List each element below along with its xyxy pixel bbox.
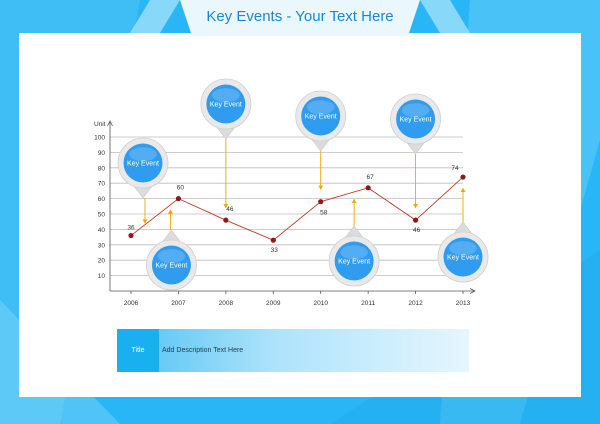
data-label: 74	[451, 165, 459, 172]
line-layer: 36 60 46 33 58 67 46 74	[127, 165, 466, 254]
y-tick-label: 60	[98, 196, 106, 203]
y-tick-label: 40	[98, 227, 106, 234]
callout-arrow	[167, 209, 173, 214]
description-title: Title	[117, 329, 159, 372]
data-label: 67	[367, 174, 375, 181]
data-point	[270, 237, 276, 243]
x-tick-label: 2009	[266, 300, 281, 307]
y-tick-label: 30	[98, 242, 106, 249]
callout-bubble	[206, 84, 246, 124]
callout-layer: Key Event Key Event Key Event Key Event Key …	[117, 78, 489, 291]
x-axis-arrow	[469, 288, 476, 294]
callout-label: Key Event	[400, 117, 432, 124]
callout-pin: Key Event	[200, 78, 252, 140]
data-point	[412, 217, 419, 223]
x-tick-label: 2007	[171, 300, 186, 307]
callout-bubble	[123, 143, 163, 183]
callout-label: Key Event	[210, 102, 242, 109]
data-point	[128, 232, 134, 239]
callout-label: Key Event	[127, 161, 159, 168]
page-title: Key Events - Your Text Here	[206, 8, 394, 25]
x-tick-label: 2006	[124, 300, 139, 307]
data-label: 60	[177, 185, 185, 192]
connector-layer	[142, 139, 466, 230]
callout-arrow	[142, 219, 148, 224]
data-point	[460, 174, 466, 180]
callout-label: Key Event	[447, 255, 479, 262]
callout-label: Key Event	[338, 259, 370, 266]
callout-pin: Key Event	[146, 229, 197, 291]
callout-highlight	[212, 88, 240, 103]
callout-bubble	[396, 99, 436, 139]
data-label: 36	[127, 225, 135, 232]
axis-layer: 10 20 30 40 50 60 70 80 90 100 Unit 2006 2007 2008 200…	[94, 120, 476, 307]
description-text: Add Description Text Here	[162, 347, 244, 354]
callout-bubble	[334, 241, 374, 281]
callout-highlight	[129, 147, 157, 162]
x-tick-label: 2013	[456, 300, 471, 307]
series-line	[130, 176, 464, 241]
callout-bubble	[301, 96, 341, 136]
callout-pin: Key Event	[390, 93, 441, 155]
y-tick-label: 70	[98, 181, 106, 188]
callout-highlight	[449, 241, 477, 256]
callout-arrow	[318, 185, 324, 190]
y-tick-label: 80	[98, 165, 106, 172]
callout-label: Key Event	[155, 263, 187, 270]
x-tick-label: 2010	[313, 300, 328, 307]
y-tick-label: 90	[98, 150, 106, 157]
callout-highlight	[157, 249, 186, 264]
callout-highlight	[340, 245, 368, 260]
y-tick-label: 100	[94, 135, 105, 142]
callout-highlight	[401, 103, 430, 118]
data-point	[365, 185, 371, 191]
y-axis-label: Unit	[94, 121, 106, 128]
data-point	[175, 196, 182, 202]
callout-arrow	[460, 188, 466, 193]
x-tick-label: 2012	[408, 300, 423, 307]
x-tick-label: 2008	[219, 300, 234, 307]
callout-arrow	[413, 204, 419, 209]
x-tick-label: 2011	[361, 300, 375, 307]
y-tick-label: 50	[98, 212, 106, 219]
title-tab	[180, 0, 420, 36]
data-point	[318, 199, 324, 205]
y-axis-arrow	[107, 120, 113, 127]
data-label: 33	[271, 247, 279, 254]
callout-arrow	[223, 204, 229, 209]
data-label: 46	[413, 227, 421, 234]
callout-pin: Key Event	[437, 221, 489, 283]
y-tick-label: 20	[98, 258, 106, 265]
callout-arrow	[351, 198, 357, 203]
callout-label: Key Event	[305, 114, 337, 121]
callout-bubble	[151, 245, 191, 285]
callout-pin: Key Event	[295, 90, 347, 152]
y-tick-label: 10	[98, 273, 106, 280]
data-label: 46	[226, 206, 234, 213]
callout-bubble	[443, 237, 483, 277]
description-bar: Title Add Description Text Here	[117, 329, 469, 372]
data-point	[223, 217, 229, 223]
data-label: 58	[320, 210, 328, 217]
callout-pin: Key Event	[117, 137, 169, 199]
callout-highlight	[306, 100, 335, 115]
callout-pin: Key Event	[328, 225, 380, 287]
